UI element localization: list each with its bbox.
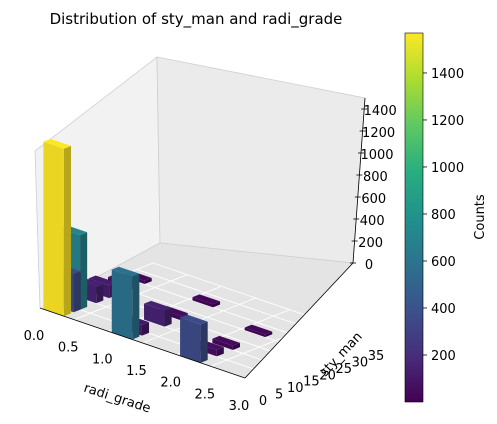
y-tick-label: 30	[352, 355, 369, 370]
colorbar-tick-label: 1200	[431, 114, 464, 129]
z-tick-label: 800	[363, 170, 388, 185]
y-tick-label: 20	[319, 368, 336, 383]
colorbar	[404, 32, 424, 403]
y-tick-labels: 0 5 10 15 20 25 30 35	[259, 349, 384, 409]
x-tick-label: 2.5	[194, 387, 215, 402]
x-tick-label: 1.5	[126, 364, 147, 379]
colorbar-tick-label: 600	[431, 255, 456, 270]
colorbar-tick-label: 1400	[431, 67, 464, 82]
chart-title: Distribution of sty_man and radi_grade	[50, 10, 343, 29]
bar	[192, 294, 221, 308]
x-axis-label: radi_grade	[82, 381, 153, 417]
colorbar-ticks: 200 400 600 800 1000 1200 1400	[423, 67, 464, 364]
z-tick-label: 200	[358, 236, 383, 251]
colorbar-tick-label: 400	[431, 302, 456, 317]
colorbar-tick-label: 1000	[431, 161, 464, 176]
x-tick-label: 1.0	[92, 352, 113, 367]
bar	[111, 266, 140, 340]
colorbar-tick-label: 200	[431, 349, 456, 364]
x-tick-label: 3.0	[229, 399, 250, 414]
z-tick-label: 600	[361, 192, 386, 207]
x-tick-label: 0.0	[24, 329, 45, 344]
bars-group	[43, 138, 273, 363]
bar	[43, 138, 72, 317]
x-tick-labels: 0.0 0.5 1.0 1.5 2.0 2.5 3.0	[24, 329, 250, 414]
y-tick-label: 0	[259, 394, 267, 409]
z-tick-label: 1400	[364, 104, 397, 119]
y-tick-label: 5	[275, 388, 283, 403]
bar	[244, 324, 273, 338]
y-tick-label: 35	[368, 349, 385, 364]
bar	[144, 300, 172, 327]
x-tick-label: 2.0	[160, 376, 181, 391]
axis-lines	[39, 97, 366, 379]
y-tick-label: 10	[287, 381, 304, 396]
z-tick-label: 400	[360, 214, 385, 229]
z-tick-label: 0	[365, 258, 373, 273]
colorbar-label: Counts	[473, 194, 488, 240]
y-tick-label: 15	[303, 375, 320, 390]
z-tick-labels: 0 200 400 600 800 1000 1200 1400	[350, 104, 397, 273]
y-tick-label: 25	[335, 362, 352, 377]
z-tick-label: 1000	[360, 148, 393, 163]
colorbar-tick-label: 800	[431, 208, 456, 223]
x-tick-label: 0.5	[58, 341, 79, 356]
bar	[180, 314, 208, 363]
bar	[212, 335, 240, 350]
z-tick-label: 1200	[362, 126, 395, 141]
